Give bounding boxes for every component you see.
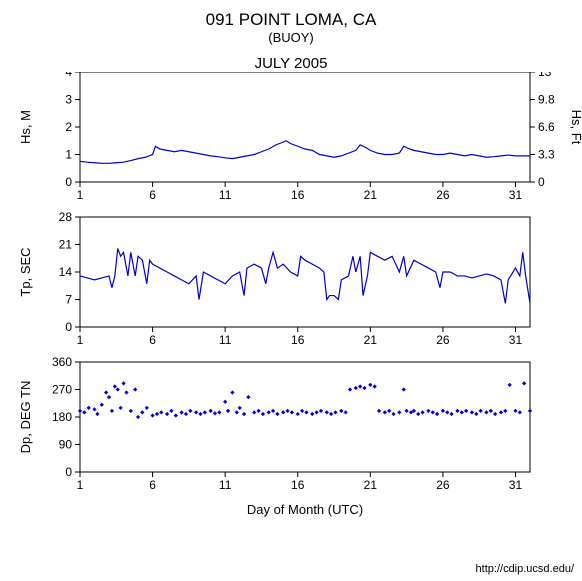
svg-text:16: 16 bbox=[291, 478, 305, 492]
svg-text:270: 270 bbox=[52, 383, 72, 397]
svg-text:21: 21 bbox=[364, 188, 378, 202]
svg-text:11: 11 bbox=[219, 478, 232, 492]
svg-text:0: 0 bbox=[538, 175, 545, 189]
svg-text:11: 11 bbox=[219, 333, 232, 347]
svg-text:31: 31 bbox=[509, 478, 523, 492]
svg-text:11: 11 bbox=[219, 188, 232, 202]
title-block: 091 POINT LOMA, CA (BUOY) JULY 2005 bbox=[0, 0, 582, 72]
svg-text:21: 21 bbox=[364, 333, 378, 347]
svg-text:9.8: 9.8 bbox=[538, 93, 555, 107]
svg-text:31: 31 bbox=[509, 188, 523, 202]
svg-text:1: 1 bbox=[77, 188, 84, 202]
svg-text:360: 360 bbox=[52, 355, 72, 369]
svg-text:31: 31 bbox=[509, 333, 523, 347]
svg-text:21: 21 bbox=[59, 238, 73, 252]
svg-text:0: 0 bbox=[65, 320, 72, 334]
main-title: 091 POINT LOMA, CA bbox=[0, 10, 582, 30]
svg-text:6.6: 6.6 bbox=[538, 120, 555, 134]
svg-text:Dp, DEG TN: Dp, DEG TN bbox=[18, 381, 33, 454]
svg-text:6: 6 bbox=[149, 188, 156, 202]
svg-text:Day of Month (UTC): Day of Month (UTC) bbox=[247, 502, 363, 517]
svg-text:26: 26 bbox=[436, 333, 450, 347]
svg-text:90: 90 bbox=[59, 438, 73, 452]
svg-text:26: 26 bbox=[436, 188, 450, 202]
svg-text:7: 7 bbox=[65, 293, 72, 307]
svg-text:3.3: 3.3 bbox=[538, 148, 555, 162]
svg-text:1: 1 bbox=[65, 148, 72, 162]
svg-text:6: 6 bbox=[149, 333, 156, 347]
sub-title: (BUOY) bbox=[0, 30, 582, 45]
svg-text:2: 2 bbox=[65, 120, 72, 134]
svg-text:13: 13 bbox=[538, 72, 552, 79]
svg-text:Hs, Ft: Hs, Ft bbox=[569, 110, 582, 145]
svg-text:Hs, M: Hs, M bbox=[18, 110, 33, 144]
svg-text:14: 14 bbox=[59, 265, 73, 279]
svg-text:1: 1 bbox=[77, 478, 84, 492]
credit-label: http://cdip.ucsd.edu/ bbox=[476, 563, 574, 575]
svg-text:6: 6 bbox=[149, 478, 156, 492]
svg-text:0: 0 bbox=[65, 175, 72, 189]
svg-text:16: 16 bbox=[291, 333, 305, 347]
svg-text:21: 21 bbox=[364, 478, 378, 492]
svg-text:Tp, SEC: Tp, SEC bbox=[18, 247, 33, 296]
svg-text:0: 0 bbox=[65, 465, 72, 479]
svg-text:180: 180 bbox=[52, 410, 72, 424]
svg-text:4: 4 bbox=[65, 72, 72, 79]
month-title: JULY 2005 bbox=[0, 55, 582, 72]
svg-text:16: 16 bbox=[291, 188, 305, 202]
chart-container: 091 POINT LOMA, CA (BUOY) JULY 2005 1611… bbox=[0, 0, 582, 581]
svg-text:28: 28 bbox=[59, 210, 73, 224]
svg-text:26: 26 bbox=[436, 478, 450, 492]
svg-text:1: 1 bbox=[77, 333, 84, 347]
plot-area: 1611162126310123403.36.69.813Hs, MHs, Ft… bbox=[0, 72, 582, 562]
svg-text:3: 3 bbox=[65, 93, 72, 107]
